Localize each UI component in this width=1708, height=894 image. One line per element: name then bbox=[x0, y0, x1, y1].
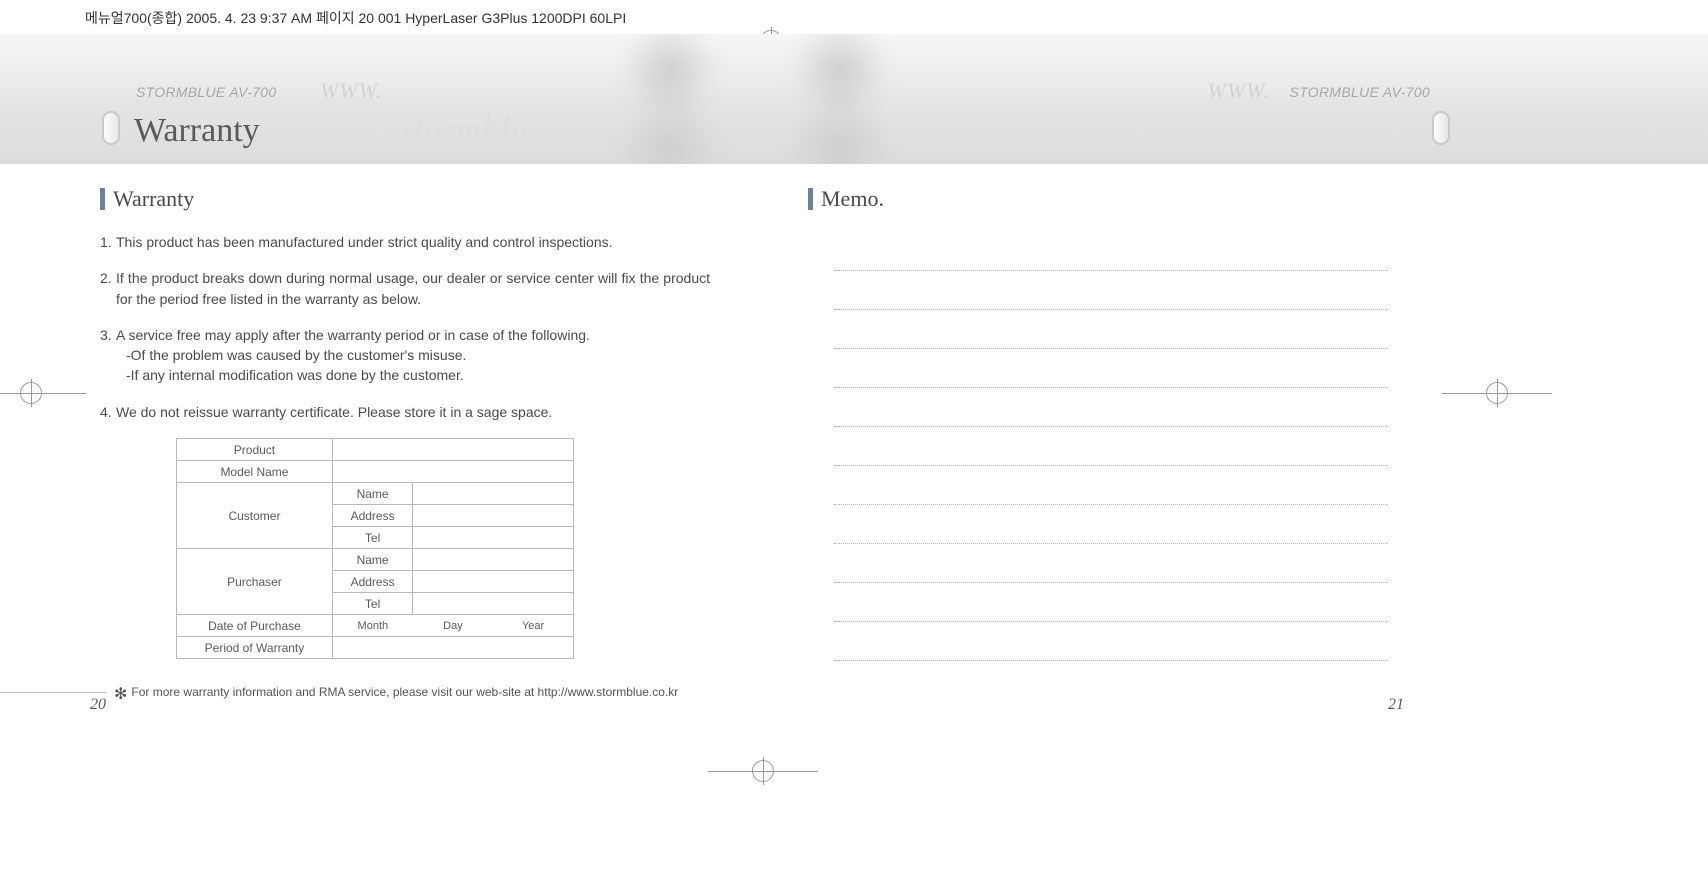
page-num-left: 20 bbox=[90, 696, 106, 714]
item-text: We do not reissue warranty certificate. … bbox=[116, 404, 552, 420]
print-marker: 메뉴얼700(종합) 2005. 4. 23 9:37 AM 페이지 20 00… bbox=[85, 8, 626, 28]
table-row: CustomerName bbox=[177, 483, 574, 505]
warranty-item-4: 4. We do not reissue warranty certificat… bbox=[100, 402, 710, 422]
table-row: Period of Warranty bbox=[177, 637, 574, 659]
cell-product-value[interactable] bbox=[332, 439, 573, 461]
memo-line[interactable] bbox=[834, 388, 1388, 427]
cell-purchaser-tel-value[interactable] bbox=[413, 593, 574, 615]
warranty-item-2: 2. If the product breaks down during nor… bbox=[100, 268, 710, 309]
warranty-footnote: ✻ For more warranty information and RMA s… bbox=[100, 681, 710, 701]
header-left-label: STORMBLUE AV-700 bbox=[136, 84, 276, 100]
cell-customer-name-label: Name bbox=[332, 483, 412, 505]
cell-customer-address-value[interactable] bbox=[413, 505, 574, 527]
cell-dop-year[interactable]: Year bbox=[493, 615, 573, 637]
memo-line[interactable] bbox=[834, 622, 1388, 661]
header-watermark-www-left: WWW. bbox=[320, 78, 382, 104]
cell-modelname-label: Model Name bbox=[177, 461, 333, 483]
cell-dop-label: Date of Purchase bbox=[177, 615, 333, 637]
asterisk-icon: ✻ bbox=[114, 686, 127, 703]
header-right-label: STORMBLUE AV-700 bbox=[1290, 84, 1430, 100]
memo-line[interactable] bbox=[834, 271, 1388, 310]
cell-purchaser-name-value[interactable] bbox=[413, 549, 574, 571]
cell-purchaser-name-label: Name bbox=[332, 549, 412, 571]
cell-customer-address-label: Address bbox=[332, 505, 412, 527]
table-row: Model Name bbox=[177, 461, 574, 483]
header-gear-graphic bbox=[590, 34, 930, 164]
header-watermark-www-right: WWW. bbox=[1208, 78, 1270, 104]
memo-line[interactable] bbox=[834, 583, 1388, 622]
item-text: If the product breaks down during normal… bbox=[116, 270, 710, 306]
cell-customer-name-value[interactable] bbox=[413, 483, 574, 505]
warranty-item-3: 3. A service free may apply after the wa… bbox=[100, 325, 710, 386]
memo-line[interactable] bbox=[834, 544, 1388, 583]
pill-icon-right bbox=[1432, 111, 1450, 145]
pill-icon-left bbox=[102, 111, 120, 145]
section-title-memo: Memo. bbox=[808, 188, 1388, 210]
warranty-list: 1. This product has been manufactured un… bbox=[100, 232, 710, 422]
memo-line[interactable] bbox=[834, 310, 1388, 349]
warranty-sub-2: -If any internal modification was done b… bbox=[116, 365, 710, 385]
left-page: Warranty 1. This product has been manufa… bbox=[100, 188, 710, 701]
crop-mark-left bbox=[20, 382, 42, 404]
item-num: 4. bbox=[100, 402, 112, 422]
memo-line[interactable] bbox=[834, 232, 1388, 271]
page-num-rule-left bbox=[0, 692, 106, 693]
cell-pow-value[interactable] bbox=[332, 637, 573, 659]
memo-line[interactable] bbox=[834, 505, 1388, 544]
item-num: 1. bbox=[100, 232, 112, 252]
cell-customer-label: Customer bbox=[177, 483, 333, 549]
warranty-sub-1: -Of the problem was caused by the custom… bbox=[116, 345, 710, 365]
crop-mark-bottom bbox=[752, 760, 778, 786]
page-title: Warranty bbox=[134, 112, 260, 150]
warranty-item-1: 1. This product has been manufactured un… bbox=[100, 232, 710, 252]
right-page: Memo. bbox=[808, 188, 1388, 661]
item-num: 2. bbox=[100, 268, 112, 288]
table-row: PurchaserName bbox=[177, 549, 574, 571]
header-band: STORMBLUE AV-700 STORMBLUE AV-700 WWW. W… bbox=[0, 34, 1708, 164]
cell-customer-tel-label: Tel bbox=[332, 527, 412, 549]
cell-modelname-value[interactable] bbox=[332, 461, 573, 483]
cell-purchaser-address-label: Address bbox=[332, 571, 412, 593]
cell-dop-month[interactable]: Month bbox=[332, 615, 412, 637]
footnote-text: For more warranty information and RMA se… bbox=[131, 685, 678, 699]
item-text: This product has been manufactured under… bbox=[116, 234, 613, 250]
cell-customer-tel-value[interactable] bbox=[413, 527, 574, 549]
memo-line[interactable] bbox=[834, 466, 1388, 505]
crop-mark-right bbox=[1486, 382, 1508, 404]
cell-purchaser-address-value[interactable] bbox=[413, 571, 574, 593]
header-watermark-big-left: stormblu bbox=[400, 110, 529, 148]
cell-purchaser-tel-label: Tel bbox=[332, 593, 412, 615]
cell-purchaser-label: Purchaser bbox=[177, 549, 333, 615]
cell-pow-label: Period of Warranty bbox=[177, 637, 333, 659]
memo-lines[interactable] bbox=[808, 232, 1388, 661]
memo-line[interactable] bbox=[834, 349, 1388, 388]
page-num-right: 21 bbox=[1388, 696, 1404, 714]
cell-dop-day[interactable]: Day bbox=[413, 615, 493, 637]
cell-product-label: Product bbox=[177, 439, 333, 461]
item-text: A service free may apply after the warra… bbox=[116, 327, 590, 343]
table-row: Date of PurchaseMonthDayYear bbox=[177, 615, 574, 637]
section-title-warranty: Warranty bbox=[100, 188, 710, 210]
item-num: 3. bbox=[100, 325, 112, 345]
warranty-table: Product Model Name CustomerName Address … bbox=[176, 438, 574, 659]
memo-line[interactable] bbox=[834, 427, 1388, 466]
table-row: Product bbox=[177, 439, 574, 461]
